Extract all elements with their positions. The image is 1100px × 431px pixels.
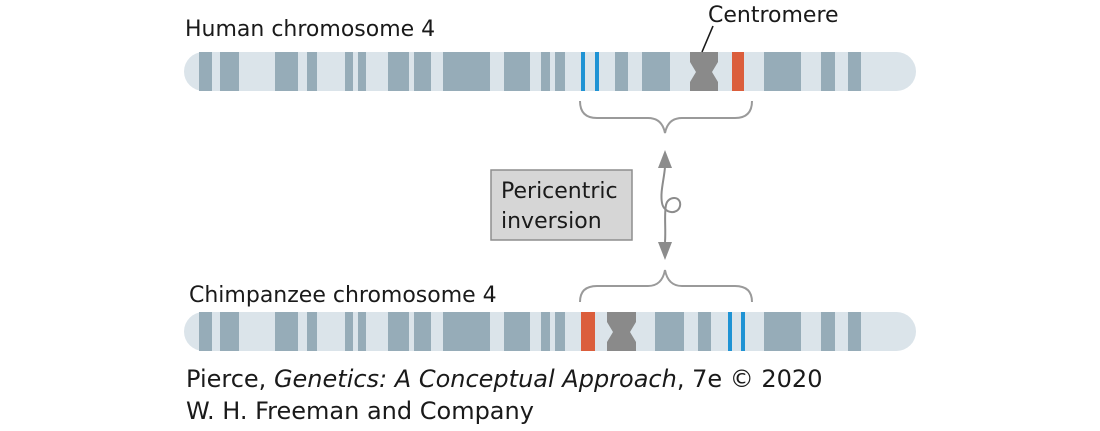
- inversion-label-box: [490, 169, 633, 241]
- credit-line1-suffix: , 7e © 2020: [677, 365, 823, 393]
- chimp-band: [764, 312, 801, 351]
- human-band: [388, 52, 409, 91]
- credit-line1-prefix: Pierce,: [186, 365, 274, 393]
- chimp-centromere: [607, 312, 636, 351]
- human-band: [220, 52, 239, 91]
- inversion-label-line1: Pericentric: [501, 179, 618, 204]
- human-band: [358, 52, 366, 91]
- chimp-band: [504, 312, 530, 351]
- human-band: [199, 52, 212, 91]
- centromere-label: Centromere: [708, 3, 839, 28]
- inversion-loop-icon: [660, 166, 682, 243]
- human-band-blue: [595, 52, 599, 91]
- chimp-band-red: [581, 312, 595, 351]
- human-chromosome-title: Human chromosome 4: [185, 17, 435, 42]
- human-band: [821, 52, 835, 91]
- chimp-band: [307, 312, 317, 351]
- chimp-band: [443, 312, 490, 351]
- chimp-band: [848, 312, 861, 351]
- up-arrow-head-icon: [658, 150, 672, 168]
- human-band: [615, 52, 628, 91]
- human-band: [414, 52, 431, 91]
- chimp-band: [388, 312, 409, 351]
- human-band: [555, 52, 565, 91]
- human-band: [275, 52, 298, 91]
- chimp-band: [555, 312, 565, 351]
- lower-brace: [579, 269, 753, 303]
- inversion-arrow: [658, 150, 682, 260]
- credit-line1: Pierce, Genetics: A Conceptual Approach,…: [186, 365, 822, 393]
- chimp-chromosome: [184, 312, 916, 351]
- chimp-band-blue: [741, 312, 745, 351]
- human-band-red: [732, 52, 744, 91]
- chimp-band: [655, 312, 684, 351]
- human-band-blue: [581, 52, 585, 91]
- human-band: [541, 52, 550, 91]
- human-centromere: [690, 52, 718, 91]
- human-band: [443, 52, 490, 91]
- human-band: [764, 52, 801, 91]
- chimp-band-blue: [728, 312, 732, 351]
- inversion-label-line2: inversion: [501, 209, 602, 234]
- chimp-band: [220, 312, 239, 351]
- human-chromosome: [184, 52, 916, 91]
- down-arrow-head-icon: [658, 242, 672, 260]
- chimp-band: [698, 312, 711, 351]
- chimp-band: [199, 312, 212, 351]
- human-band: [307, 52, 317, 91]
- human-band: [504, 52, 530, 91]
- chimp-band: [541, 312, 550, 351]
- chimp-band: [821, 312, 835, 351]
- upper-brace: [579, 100, 753, 134]
- human-band: [345, 52, 353, 91]
- credit-line2: W. H. Freeman and Company: [186, 397, 534, 425]
- human-band: [848, 52, 861, 91]
- chimp-band: [345, 312, 353, 351]
- chimp-band: [358, 312, 366, 351]
- chimp-band: [275, 312, 298, 351]
- chimp-band: [414, 312, 431, 351]
- human-band: [642, 52, 670, 91]
- centromere-leader-line: [701, 25, 714, 53]
- chimp-chromosome-title: Chimpanzee chromosome 4: [189, 283, 497, 308]
- credit-line1-title: Genetics: A Conceptual Approach: [274, 365, 677, 393]
